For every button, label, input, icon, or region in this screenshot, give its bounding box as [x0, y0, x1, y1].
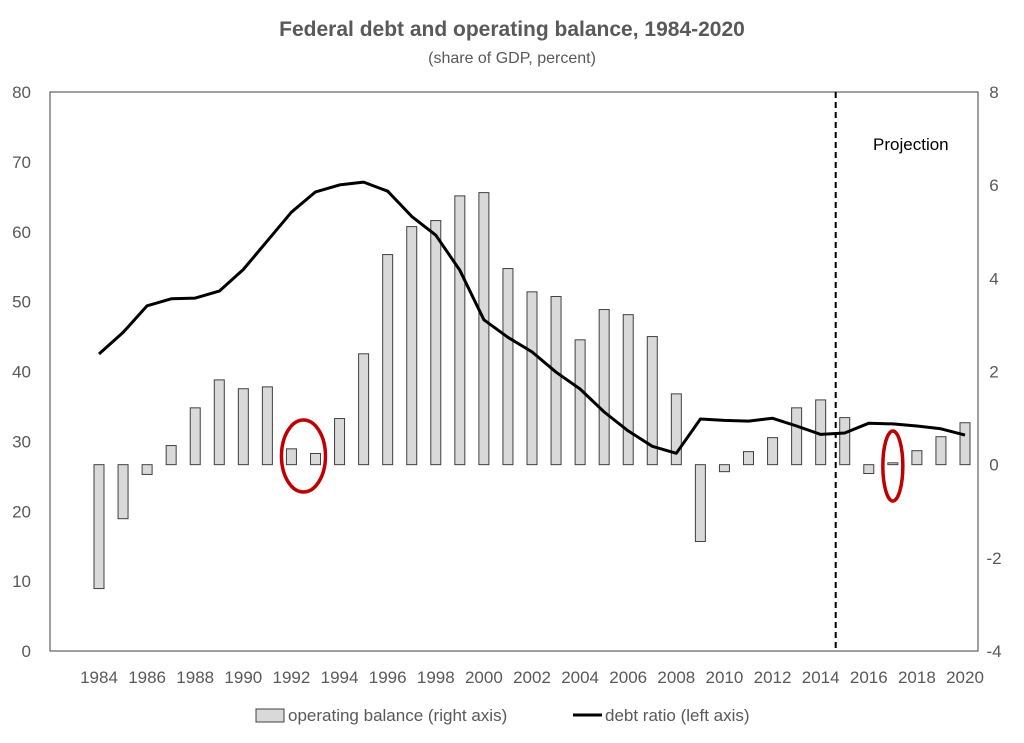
- right-tick-label: 2: [989, 363, 998, 382]
- right-tick-label: 8: [989, 83, 998, 102]
- x-tick-label: 2008: [657, 668, 695, 687]
- chart-title: Federal debt and operating balance, 1984…: [279, 18, 745, 41]
- x-tick-label: 1998: [417, 668, 455, 687]
- bar-1990: [237, 388, 249, 466]
- bar-1988: [189, 407, 201, 466]
- x-tick-label: 2006: [609, 668, 647, 687]
- bar-2017: [887, 462, 899, 466]
- bar-1995: [358, 353, 370, 466]
- chart-subtitle: (share of GDP, percent): [428, 50, 596, 67]
- left-tick-label: 20: [12, 502, 31, 521]
- x-tick-label: 2002: [513, 668, 551, 687]
- legend: operating balance (right axis) debt rati…: [255, 706, 750, 725]
- bar-1991: [261, 386, 273, 466]
- x-tick-label: 2004: [561, 668, 599, 687]
- highlight-ellipse: [279, 418, 328, 494]
- bar-2008: [670, 393, 682, 466]
- x-axis: 1984 1986 1988 1990 1992 1994 1996 1998 2000 2002…: [80, 668, 984, 687]
- highlight-ellipse: [881, 429, 905, 503]
- bar-2004: [574, 339, 586, 466]
- bar-2002: [526, 291, 538, 466]
- right-tick-label: -4: [986, 642, 1001, 661]
- highlight-ellipses: [279, 418, 905, 503]
- bar-1984: [93, 464, 105, 590]
- bar-1992: [285, 448, 297, 466]
- left-tick-label: 10: [12, 572, 31, 591]
- x-tick-label: 2000: [465, 668, 503, 687]
- x-tick-label: 2012: [754, 668, 792, 687]
- left-tick-label: 0: [22, 642, 31, 661]
- bar-1999: [454, 195, 466, 466]
- left-tick-label: 50: [12, 293, 31, 312]
- debt-ratio-line: [97, 180, 966, 455]
- bar-2010: [718, 464, 730, 473]
- bar-series: [93, 192, 971, 590]
- bar-2019: [935, 436, 947, 466]
- x-tick-label: 1992: [273, 668, 311, 687]
- right-tick-label: 4: [989, 269, 998, 288]
- bar-2015: [839, 417, 851, 466]
- bar-2000: [478, 192, 490, 466]
- legend-bar-swatch: [255, 708, 285, 723]
- bar-2009: [694, 464, 706, 543]
- bar-1987: [165, 445, 177, 466]
- x-tick-label: 1996: [369, 668, 407, 687]
- left-tick-label: 60: [12, 223, 31, 242]
- x-tick-label: 1984: [80, 668, 118, 687]
- bar-1998: [430, 220, 442, 466]
- x-tick-label: 2018: [898, 668, 936, 687]
- bar-1994: [334, 418, 346, 466]
- projection-label: Projection: [873, 135, 949, 154]
- legend-line-label: debt ratio (left axis): [605, 706, 750, 725]
- right-axis: -4 -2 0 2 4 6 8: [986, 83, 1001, 661]
- x-tick-label: 2020: [946, 668, 984, 687]
- bar-2018: [911, 450, 923, 466]
- right-tick-label: 6: [989, 176, 998, 195]
- bar-2013: [791, 407, 803, 466]
- x-tick-label: 2010: [706, 668, 744, 687]
- bar-2005: [598, 309, 610, 466]
- left-tick-label: 70: [12, 153, 31, 172]
- bar-1985: [117, 464, 129, 520]
- right-tick-label: -2: [986, 549, 1001, 568]
- plot-area-frame: [49, 91, 979, 652]
- bar-1993: [310, 452, 321, 466]
- right-tick-label: 0: [989, 456, 998, 475]
- x-tick-label: 1994: [321, 668, 359, 687]
- bar-2011: [743, 451, 754, 466]
- bar-2006: [622, 314, 634, 466]
- x-tick-label: 1990: [224, 668, 262, 687]
- bar-2020: [959, 422, 971, 466]
- x-tick-label: 1988: [176, 668, 214, 687]
- bar-1996: [382, 254, 394, 466]
- bar-1989: [213, 379, 225, 466]
- bar-1986: [141, 464, 153, 475]
- bar-2003: [550, 296, 562, 466]
- left-tick-label: 30: [12, 432, 31, 451]
- bar-2007: [646, 336, 658, 466]
- left-tick-label: 80: [12, 83, 31, 102]
- bar-1997: [406, 226, 418, 466]
- left-tick-label: 40: [12, 363, 31, 382]
- bar-2016: [863, 464, 875, 475]
- x-tick-label: 2014: [802, 668, 840, 687]
- legend-bar-label: operating balance (right axis): [288, 706, 507, 725]
- bar-2001: [502, 268, 514, 466]
- left-axis: 0 10 20 30 40 50 60 70 80: [12, 83, 31, 661]
- x-tick-label: 1986: [128, 668, 166, 687]
- x-tick-label: 2016: [850, 668, 888, 687]
- bar-2012: [767, 437, 779, 466]
